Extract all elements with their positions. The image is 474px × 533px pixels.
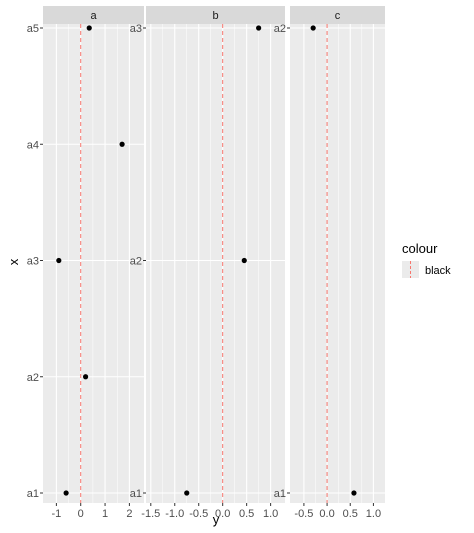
- panel-background: [146, 24, 285, 503]
- x-tick-label: 2: [126, 508, 132, 520]
- legend-label: black: [425, 265, 451, 277]
- data-point: [351, 490, 357, 496]
- x-axis-title: y: [213, 512, 220, 527]
- y-tick-label: a1: [274, 488, 286, 500]
- facet-strip: [146, 6, 285, 24]
- y-tick-label: a1: [27, 488, 39, 500]
- data-point: [310, 25, 316, 31]
- x-tick-label: 0.5: [239, 508, 254, 520]
- panel-background: [43, 24, 144, 503]
- facet-strip-label: c: [335, 10, 341, 22]
- y-tick-label: a2: [274, 23, 286, 35]
- facet-panels: a -1 0 1 2 a1 a2 a3 a4 a5 b -1.5 -1.0 -0.5 0.0 0.5 1.0 a1…: [27, 6, 385, 520]
- x-tick-label: -0.5: [189, 508, 208, 520]
- x-tick-label: 0.0: [319, 508, 334, 520]
- data-point: [184, 490, 190, 496]
- x-tick-label: 1: [102, 508, 108, 520]
- data-point: [63, 490, 69, 496]
- legend-title: colour: [402, 241, 438, 256]
- legend-key: [402, 261, 419, 278]
- legend: colour black: [402, 241, 451, 278]
- facet-strip-label: b: [212, 10, 218, 22]
- facet-strip: [290, 6, 385, 24]
- facet-c: c -0.5 0.0 0.5 1.0 a1 a2: [274, 6, 385, 520]
- data-point: [82, 374, 89, 380]
- facet-a: a -1 0 1 2 a1 a2 a3 a4 a5: [27, 6, 144, 520]
- data-point: [119, 141, 125, 147]
- x-tick-label: -1.5: [141, 508, 160, 520]
- y-tick-label: a1: [130, 488, 142, 500]
- y-tick-label: a3: [130, 23, 142, 35]
- y-tick-label: a5: [27, 23, 39, 35]
- y-tick-label: a2: [130, 256, 142, 268]
- data-point: [256, 25, 262, 31]
- y-tick-label: a2: [27, 372, 39, 384]
- data-point: [86, 25, 92, 31]
- panel-background: [290, 24, 385, 503]
- facet-strip-label: a: [90, 10, 97, 22]
- x-tick-label: -0.5: [294, 508, 313, 520]
- x-tick-label: 1.0: [263, 508, 278, 520]
- x-tick-label: 0.5: [343, 508, 358, 520]
- x-tick-label: -1: [51, 508, 61, 520]
- y-axis-title: x: [6, 258, 21, 265]
- data-point: [56, 257, 62, 264]
- y-tick-label: a3: [27, 256, 39, 268]
- x-tick-label: 1.0: [366, 508, 381, 520]
- x-tick-label: -1.0: [165, 508, 184, 520]
- facet-b: b -1.5 -1.0 -0.5 0.0 0.5 1.0 a1 a2 a3: [130, 6, 285, 520]
- x-tick-label: 0: [78, 508, 84, 520]
- x-tick-label: 0.0: [215, 508, 230, 520]
- facet-strip: [43, 6, 144, 24]
- y-tick-label: a4: [27, 139, 39, 151]
- data-point: [241, 257, 247, 264]
